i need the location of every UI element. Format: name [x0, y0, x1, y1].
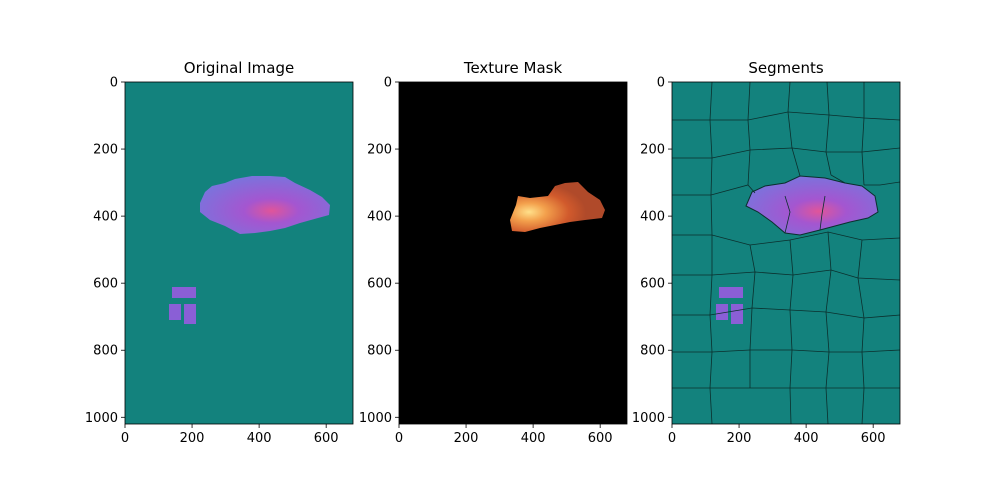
x-tick-label: 400 [247, 431, 272, 446]
axes-frame [671, 81, 901, 425]
image-background [399, 82, 627, 424]
panel-original-image: Original Image [125, 59, 353, 424]
image-area [125, 82, 353, 424]
y-tick-label: 800 [367, 344, 392, 359]
y-tick-label: 200 [93, 143, 118, 158]
x-tick-label: 600 [314, 431, 339, 446]
image-background [125, 82, 353, 424]
segment-boundaries [672, 82, 900, 424]
small-blob [184, 304, 196, 324]
y-tick-label: 400 [93, 210, 118, 225]
small-blob [169, 304, 181, 320]
y-tick-label: 400 [367, 210, 392, 225]
y-tick-label: 0 [657, 76, 665, 91]
y-tick-label: 0 [384, 76, 392, 91]
small-blob-group [716, 287, 743, 324]
x-tick-label: 0 [121, 431, 129, 446]
x-tick-label: 200 [727, 431, 752, 446]
x-tick-label: 400 [794, 431, 819, 446]
orange-texture-region [510, 182, 605, 232]
image-background [672, 82, 900, 424]
y-tick-label: 1000 [359, 411, 392, 426]
x-tick-label: 400 [521, 431, 546, 446]
y-tick-label: 400 [640, 210, 665, 225]
axes-1: 0 200 400 600 0 200 400 600 800 1000 [359, 76, 628, 446]
y-tick-label: 200 [640, 143, 665, 158]
y-tick-label: 1000 [85, 411, 118, 426]
x-tick-label: 0 [395, 431, 403, 446]
small-blob [731, 304, 743, 324]
x-tick-label: 0 [668, 431, 676, 446]
y-tick-label: 600 [367, 277, 392, 292]
x-tick-label: 600 [861, 431, 886, 446]
small-blob [172, 287, 196, 298]
panel-title: Texture Mask [463, 59, 563, 77]
y-tick-label: 800 [93, 344, 118, 359]
panel-segments: Segments [672, 59, 900, 424]
y-tick-label: 1000 [632, 411, 665, 426]
y-tick-label: 600 [640, 277, 665, 292]
axes-0: 0 200 400 600 0 200 400 600 800 1000 [85, 76, 354, 446]
small-blob [719, 287, 743, 298]
small-blob-group [169, 287, 196, 324]
axes-2: 0 200 400 600 0 200 400 600 800 1000 [632, 76, 901, 446]
image-area [399, 82, 627, 424]
y-tick-label: 200 [367, 143, 392, 158]
axes-frame [124, 81, 354, 425]
panel-texture-mask: Texture Mask [399, 59, 627, 424]
purple-blob [200, 176, 330, 234]
axes-frame [398, 81, 628, 425]
x-tick-label: 200 [454, 431, 479, 446]
y-tick-label: 600 [93, 277, 118, 292]
panel-title: Segments [748, 59, 824, 77]
image-area [672, 82, 900, 424]
y-tick-label: 0 [110, 76, 118, 91]
panel-title: Original Image [184, 59, 294, 77]
y-tick-label: 800 [640, 344, 665, 359]
x-tick-label: 600 [588, 431, 613, 446]
x-tick-label: 200 [180, 431, 205, 446]
small-blob [716, 304, 728, 320]
